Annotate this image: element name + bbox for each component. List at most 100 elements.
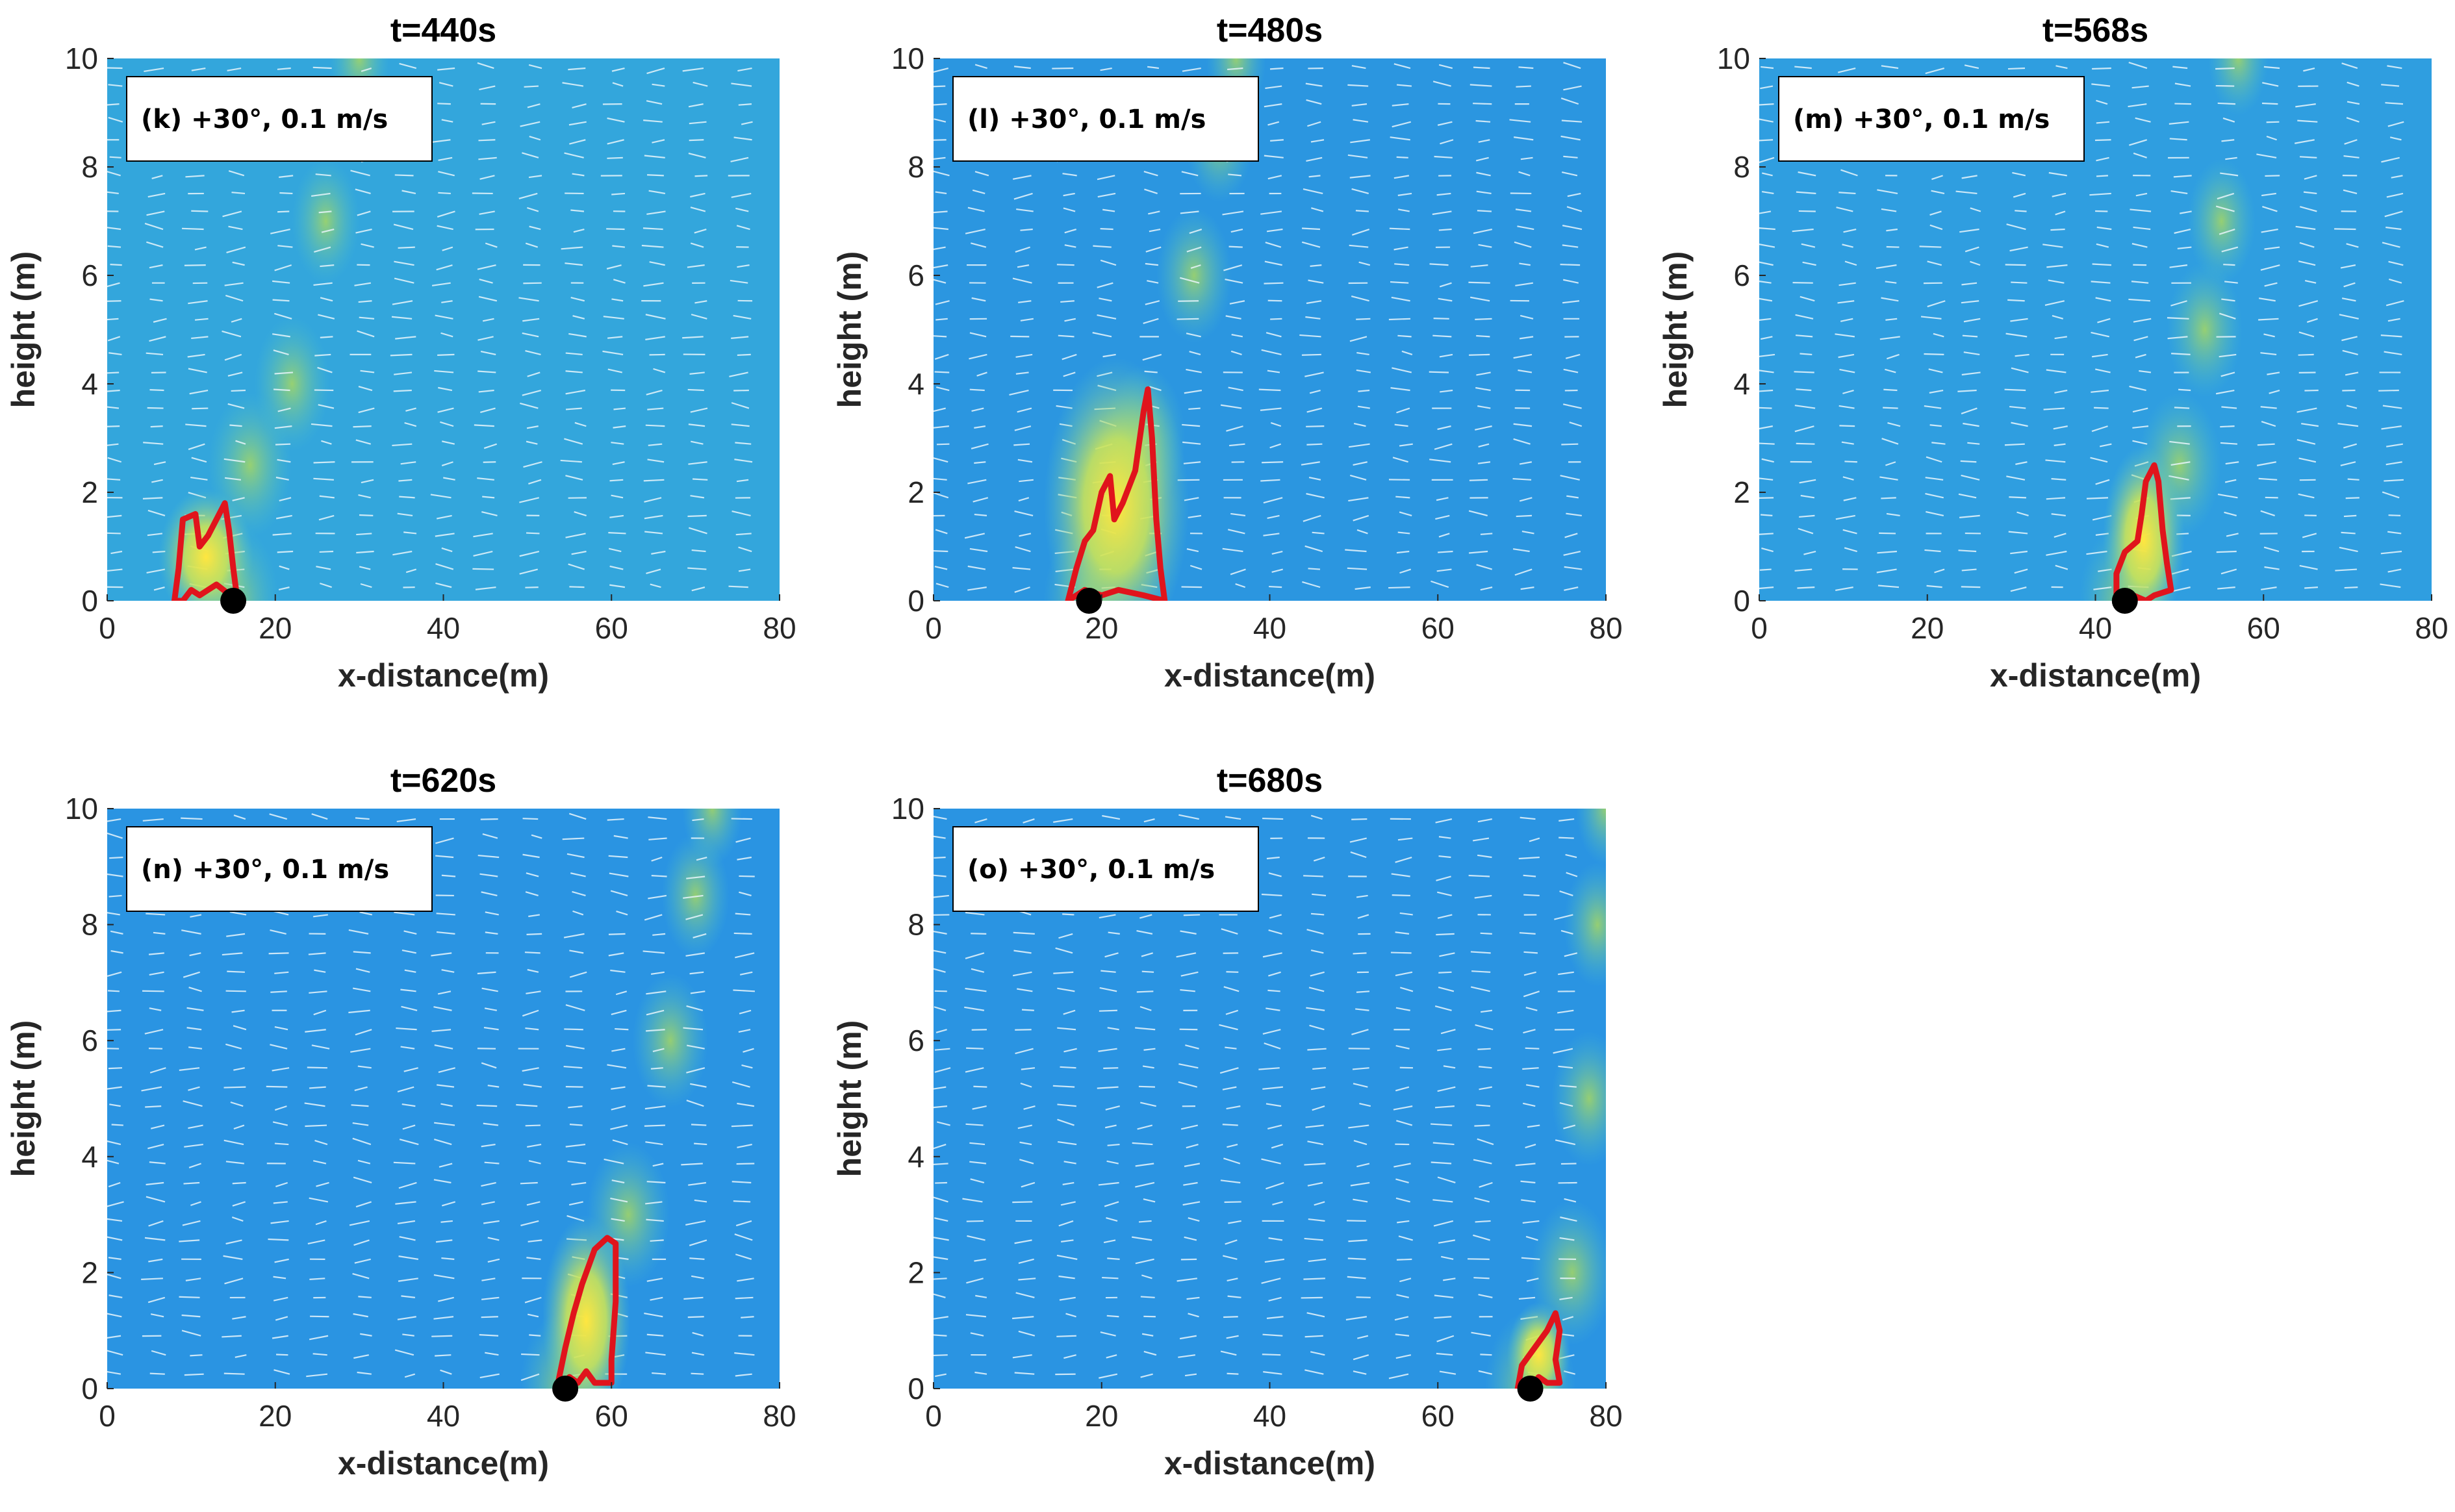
wind-vector [2129, 385, 2146, 392]
wind-vector [438, 1296, 454, 1302]
source-marker [1076, 588, 1102, 614]
wind-vector [1759, 425, 1774, 430]
wind-vector [613, 279, 626, 284]
wind-vector [318, 210, 332, 214]
wind-vector [1305, 82, 1323, 87]
wind-vector [2224, 511, 2237, 516]
wind-vector [1478, 1370, 1492, 1375]
wind-vector [934, 246, 946, 250]
wind-vector [190, 1201, 201, 1206]
wind-vector [2339, 546, 2358, 553]
wind-vector [934, 950, 947, 954]
wind-vector [1347, 567, 1367, 570]
wind-vector [1843, 228, 1857, 233]
wind-vector [1520, 816, 1536, 820]
wind-vector [690, 407, 708, 413]
wind-vector [1260, 210, 1282, 215]
wind-vector [1356, 990, 1370, 993]
wind-vector [1018, 300, 1032, 303]
wind-vector [1178, 1354, 1196, 1358]
wind-vector [1132, 1142, 1153, 1146]
wind-vector [1222, 1086, 1237, 1090]
wind-vector [733, 1200, 751, 1203]
wind-vector [1183, 461, 1201, 464]
wind-vector [1474, 894, 1492, 899]
wind-vector [2180, 210, 2192, 214]
wind-vector [2006, 223, 2026, 231]
wind-vector [2389, 136, 2402, 141]
wind-vector [188, 300, 208, 305]
wind-vector [1186, 246, 1202, 253]
wind-vector [970, 242, 987, 248]
wind-vector [1314, 1201, 1325, 1206]
wind-vector [309, 1197, 329, 1203]
wind-vector [1468, 510, 1488, 516]
wind-vector [966, 1220, 984, 1222]
wind-vector [1961, 586, 1981, 588]
wind-vector [359, 566, 371, 570]
wind-vector [1226, 425, 1243, 432]
wind-vector [1562, 225, 1583, 231]
wind-vector [1474, 425, 1492, 431]
wind-vector [107, 514, 122, 518]
wind-vector [2042, 244, 2063, 248]
wind-vector [107, 1009, 121, 1013]
wind-vector [1469, 550, 1488, 554]
wind-vector [2261, 192, 2276, 197]
wind-vector [1473, 103, 1492, 105]
wind-vector [970, 1332, 984, 1337]
wind-vector [2269, 389, 2280, 394]
wind-vector [1227, 529, 1245, 535]
fire-front-contour [1065, 386, 1168, 601]
wind-vector [480, 818, 498, 820]
wind-vector [1020, 228, 1033, 231]
wind-vector [395, 336, 416, 340]
wind-vector [965, 1123, 984, 1126]
wind-vector [1519, 932, 1536, 935]
wind-vector [2263, 66, 2280, 69]
wind-vector [1513, 353, 1533, 359]
wind-vector [527, 207, 539, 212]
plume-blob [1564, 862, 1606, 987]
wind-vector [1350, 139, 1370, 144]
wind-vector [1565, 353, 1581, 359]
wind-vector [935, 1373, 947, 1378]
wind-vector [107, 425, 120, 427]
wind-vector [272, 1067, 290, 1072]
wind-vector [1887, 422, 1901, 427]
wind-vector [966, 1278, 984, 1284]
wind-vector [110, 264, 122, 266]
wind-vector [311, 813, 328, 820]
wind-vector [1481, 1009, 1493, 1013]
plume-blob [1156, 208, 1232, 343]
wind-vector [1062, 173, 1077, 177]
wind-vector [1396, 550, 1410, 554]
wind-vector [1265, 85, 1282, 90]
wind-vector [1561, 171, 1578, 177]
wind-vector [2343, 443, 2358, 449]
wind-vector [1393, 175, 1410, 179]
wind-vector [2007, 299, 2025, 302]
wind-vector [608, 933, 626, 935]
wind-vector [611, 1218, 625, 1222]
wind-vector [735, 837, 751, 843]
wind-vector [2341, 297, 2356, 302]
wind-vector [934, 1217, 948, 1222]
wind-vector [1558, 971, 1574, 976]
source-marker [1517, 1376, 1544, 1402]
wind-vector [524, 1296, 542, 1304]
wind-vector [1262, 817, 1284, 820]
wind-vector [694, 228, 707, 234]
wind-vector [1220, 404, 1242, 409]
wind-vector [1269, 914, 1282, 919]
wind-vector [2169, 138, 2187, 141]
wind-vector [1397, 531, 1410, 535]
wind-vector [274, 1026, 288, 1031]
x-axis-label: x-distance(m) [1164, 657, 1375, 694]
x-tick-label: 0 [99, 1399, 116, 1433]
wind-vector [2010, 318, 2028, 322]
wind-vector [398, 479, 413, 482]
wind-vector [935, 1029, 947, 1033]
wind-vector [405, 568, 417, 573]
wind-vector [400, 989, 416, 992]
